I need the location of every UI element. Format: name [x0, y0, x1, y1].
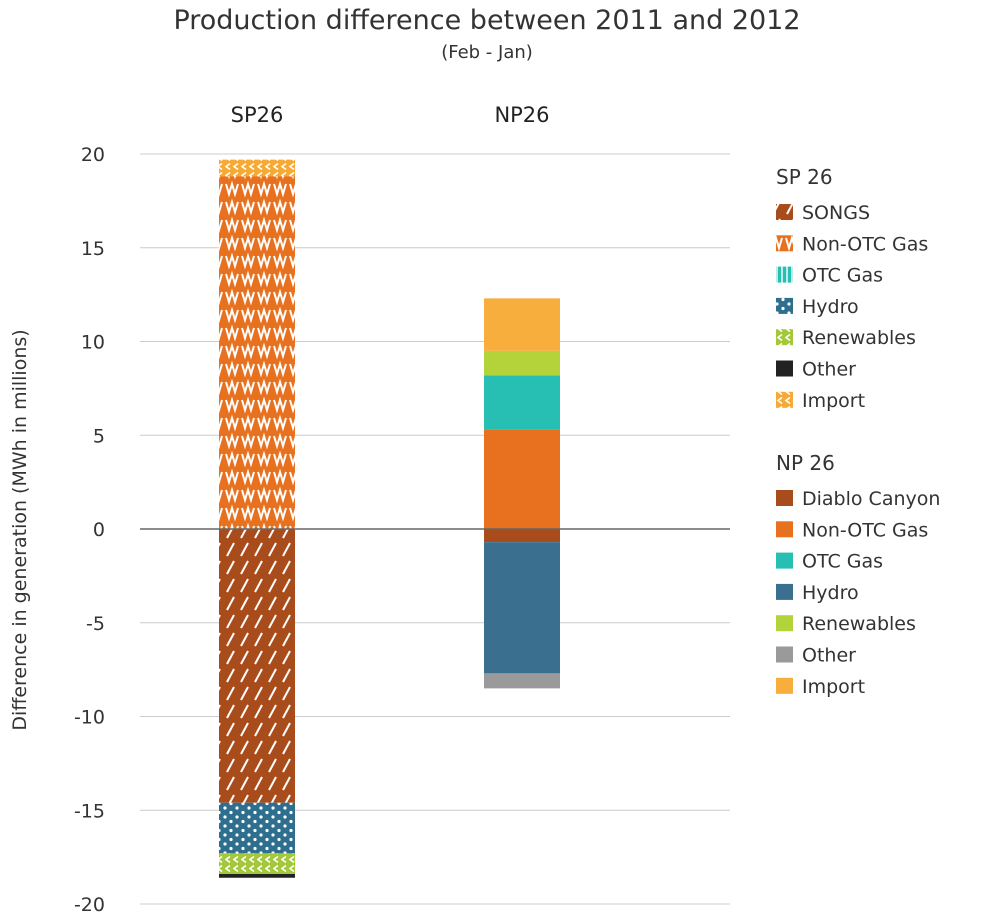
legend-item-label: OTC Gas — [802, 265, 883, 287]
y-axis-label: Difference in generation (MWh in million… — [9, 329, 31, 730]
y-tick-label: 20 — [81, 144, 105, 166]
legend-item-label: Diablo Canyon — [802, 488, 940, 510]
legend-swatch — [776, 490, 793, 506]
chart-title: Production difference between 2011 and 2… — [173, 5, 800, 36]
legend-swatch — [776, 677, 793, 694]
category-labels: SP26 NP26 — [231, 103, 550, 127]
y-axis-ticks: 20 15 10 5 0 -5 -10 -15 -20 — [74, 144, 105, 916]
y-tick-label: -5 — [86, 613, 105, 635]
bar-sp26-songs — [219, 529, 295, 803]
bar-np26-non-otc-gas — [484, 429, 560, 529]
bar-np26-renewables — [484, 350, 560, 376]
y-tick-label: 0 — [93, 519, 105, 541]
legend-item-label: Import — [802, 676, 865, 698]
y-tick-label: 15 — [81, 238, 105, 260]
y-tick-label: -20 — [74, 894, 105, 916]
legend-item-label: Other — [802, 359, 856, 381]
category-label-sp26: SP26 — [231, 103, 284, 127]
legend-title-sp26: SP 26 — [776, 165, 833, 189]
y-tick-label: -15 — [74, 800, 105, 822]
legend-swatch — [776, 646, 793, 663]
legend-swatch — [776, 615, 793, 632]
legend-title-np26: NP 26 — [776, 451, 835, 475]
legend-item-label: Other — [802, 645, 856, 667]
legend-swatch — [776, 204, 793, 220]
y-tick-label: 10 — [81, 332, 105, 354]
legend-item-label: Hydro — [802, 296, 859, 318]
legend-item-label: Renewables — [802, 613, 916, 635]
legend-item-label: SONGS — [802, 202, 870, 224]
legend-swatch — [776, 297, 793, 314]
bars — [219, 159, 560, 878]
legend-item-label: Hydro — [802, 582, 859, 604]
category-label-np26: NP26 — [494, 103, 549, 127]
legend-item-label: Non-OTC Gas — [802, 519, 928, 541]
y-tick-label: 5 — [93, 425, 105, 447]
legend-swatch — [776, 391, 793, 408]
bar-np26-import — [484, 298, 560, 351]
legend-item-label: Non-OTC Gas — [802, 233, 928, 255]
bar-np26-otc-gas — [484, 375, 560, 430]
legend-swatch — [776, 235, 793, 252]
legend: SP 26 SONGS Non-OTC Gas OTC Gas Hydro Renewab… — [776, 165, 940, 698]
legend-swatch — [776, 266, 793, 283]
legend-item-label: Import — [802, 390, 865, 412]
legend-swatch — [776, 329, 793, 346]
legend-swatch — [776, 521, 793, 538]
bar-sp26-non-otc-gas — [219, 176, 295, 529]
bar-np26-hydro — [484, 542, 560, 674]
y-tick-label: -10 — [74, 707, 105, 729]
legend-swatch — [776, 360, 793, 377]
bar-np26-other — [484, 673, 560, 689]
legend-swatch — [776, 583, 793, 600]
bar-sp26-hydro — [219, 802, 295, 854]
bar-sp26-import — [219, 159, 295, 177]
bar-sp26-renewables — [219, 853, 295, 874]
bar-np26-diablo-canyon — [484, 529, 560, 543]
chart-subtitle: (Feb - Jan) — [441, 42, 533, 63]
legend-swatch — [776, 552, 793, 569]
legend-item-label: Renewables — [802, 327, 916, 349]
legend-item-label: OTC Gas — [802, 551, 883, 573]
bar-sp26-other — [219, 874, 295, 878]
